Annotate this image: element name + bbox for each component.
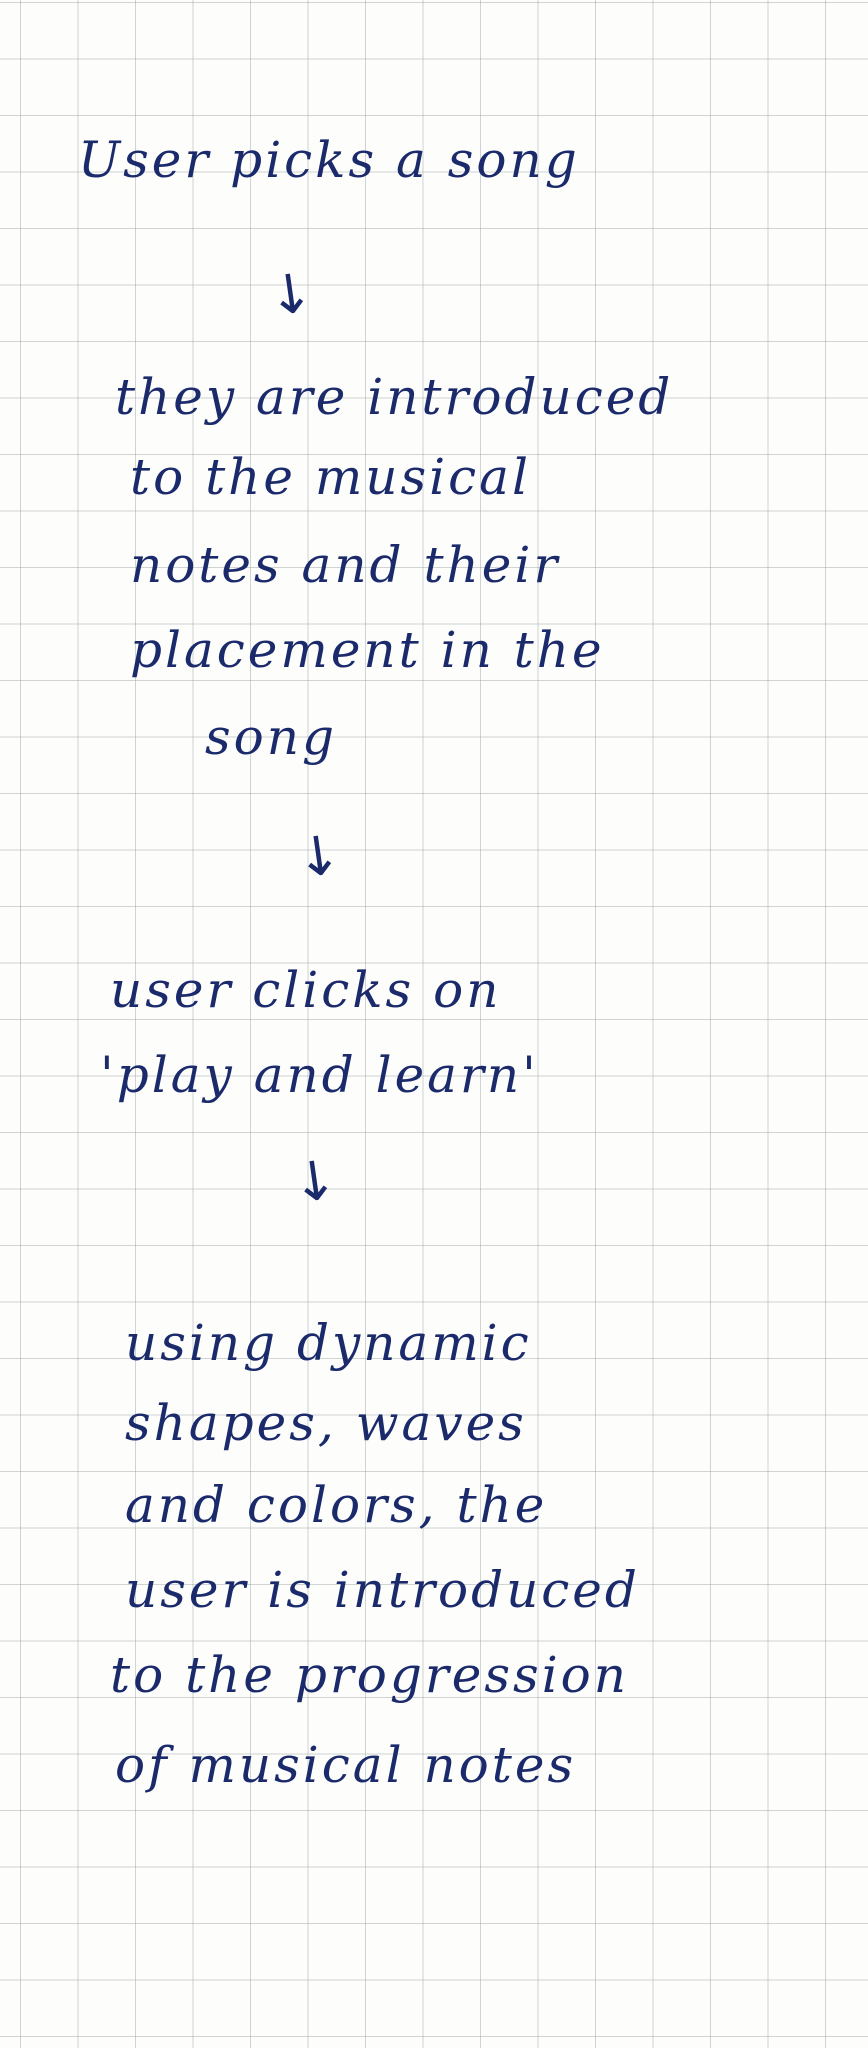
arrow-down-icon: ↓ <box>291 822 346 891</box>
step-2-line-5: song <box>205 708 337 766</box>
step-4-line-3: and colors, the <box>125 1476 548 1534</box>
step-4-line-4: user is introduced <box>125 1561 640 1619</box>
step-3-line-2: 'play and learn' <box>100 1046 539 1104</box>
step-2-line-1: they are introduced <box>115 368 674 426</box>
arrow-down-icon: ↓ <box>287 1147 342 1216</box>
step-4-line-1: using dynamic <box>125 1314 532 1372</box>
step-3-line-1: user clicks on <box>110 961 502 1019</box>
arrow-down-icon: ↓ <box>263 260 318 329</box>
step-1-line-1: User picks a song <box>78 131 580 189</box>
step-2-line-3: notes and their <box>130 536 561 594</box>
step-4-line-5: to the progression <box>110 1646 629 1704</box>
step-4-line-2: shapes, waves <box>125 1394 527 1452</box>
step-2-line-4: placement in the <box>130 621 605 679</box>
step-4-line-6: of musical notes <box>115 1736 577 1794</box>
step-2-line-2: to the musical <box>130 448 531 506</box>
